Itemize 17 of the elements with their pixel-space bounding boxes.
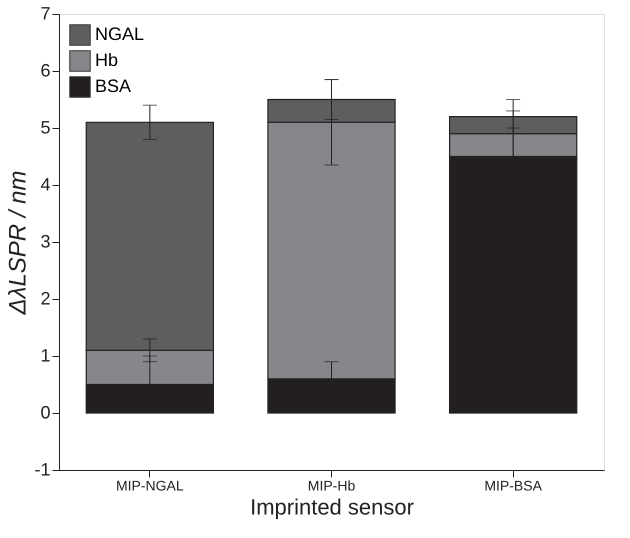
- y-tick-label: 7: [40, 4, 50, 24]
- legend-label: BSA: [95, 76, 132, 96]
- y-tick-label: 5: [40, 118, 50, 138]
- y-tick-label: 3: [40, 232, 50, 252]
- y-tick-label: 1: [40, 346, 50, 366]
- x-tick-label: MIP-NGAL: [116, 478, 184, 494]
- x-axis-title: Imprinted sensor: [250, 494, 414, 520]
- y-tick-label: 6: [40, 60, 50, 80]
- legend-label: Hb: [95, 50, 118, 70]
- y-tick-label: 0: [40, 402, 50, 422]
- legend-label: NGAL: [95, 24, 144, 44]
- x-tick-label: MIP-Hb: [308, 478, 356, 494]
- x-tick-label: MIP-BSA: [484, 478, 543, 494]
- y-tick-label: 2: [40, 288, 50, 308]
- y-tick-label: -1: [34, 460, 50, 480]
- y-axis-title: ΔλLSPR / nm: [4, 170, 32, 316]
- y-tick-label: 4: [40, 174, 50, 194]
